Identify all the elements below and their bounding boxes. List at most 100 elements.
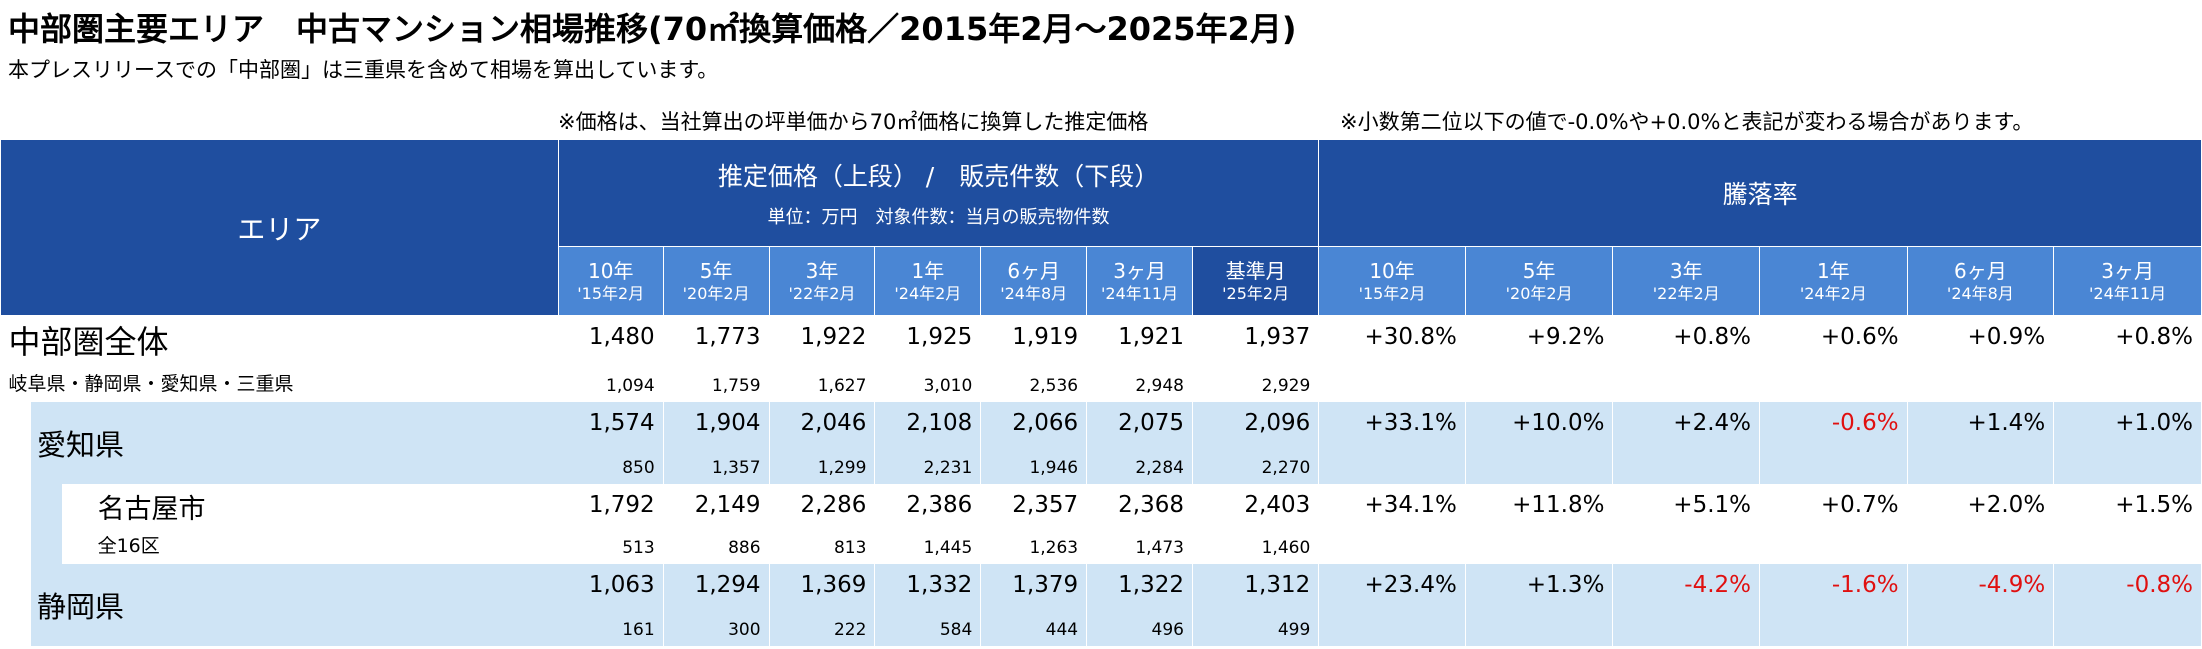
price-col-header: 3年 '22年2月 [768, 246, 876, 316]
area-header: エリア [0, 139, 559, 316]
change-cell: +9.2% [1465, 315, 1614, 402]
price-group-title: 推定価格（上段） / 販売件数（下段） [717, 162, 1160, 191]
change-cell: +1.5% [2053, 483, 2202, 564]
count-cell: 2,231 [874, 443, 982, 484]
area-name: 中部圏全体 [8, 322, 169, 361]
count-cell: 2,270 [1192, 443, 1320, 484]
change-cell: +1.3% [1465, 563, 1614, 646]
page-title: 中部圏主要エリア 中古マンション相場推移(70㎡換算価格／2015年2月～202… [8, 10, 1297, 48]
price-cell: 1,332 [874, 563, 982, 606]
change-col-header: 1年 '24年2月 [1759, 246, 1908, 316]
price-note: ※価格は、当社算出の坪単価から70㎡価格に換算した推定価格 [558, 110, 1149, 134]
count-cell: 1,094 [558, 362, 664, 402]
count-cell: 444 [980, 605, 1088, 646]
count-cell: 1,263 [980, 525, 1088, 564]
count-cell: 513 [558, 525, 664, 564]
base-month-header: 基準月 '25年2月 [1191, 246, 1320, 316]
price-cell: 1,480 [558, 315, 664, 363]
change-cell: -0.6% [1759, 401, 1908, 484]
price-cell: 2,046 [769, 401, 876, 444]
change-cell: +30.8% [1318, 315, 1466, 402]
price-cell: 1,792 [558, 483, 664, 526]
count-cell: 886 [663, 525, 770, 564]
area-name: 愛知県 [37, 427, 125, 462]
column-header-row: 10年 '15年2月 5年 '20年2月 3年 '22年2月 1年 '24年2月 6ヶ月… [1, 246, 2202, 316]
indent-stripe [31, 483, 62, 564]
price-cell: 1,574 [558, 401, 664, 444]
count-cell: 2,536 [980, 362, 1088, 402]
change-cell: -0.8% [2053, 563, 2202, 646]
price-unit-note: 単位：万円 対象件数：当月の販売物件数 [767, 207, 1110, 228]
change-col-header: 3年 '22年2月 [1612, 246, 1761, 316]
change-cell: +0.8% [1612, 315, 1761, 402]
count-cell: 1,460 [1192, 525, 1320, 564]
change-cell: +2.4% [1612, 401, 1761, 484]
count-cell: 222 [769, 605, 876, 646]
count-cell: 850 [558, 443, 664, 484]
count-cell: 3,010 [874, 362, 982, 402]
price-cell: 1,369 [769, 563, 876, 606]
market-table: エリア 推定価格（上段） / 販売件数（下段） 単位：万円 対象件数：当月の販売… [0, 139, 2202, 646]
count-cell: 1,759 [663, 362, 770, 402]
price-cell: 2,149 [663, 483, 770, 526]
change-col-header: 10年 '15年2月 [1318, 246, 1466, 316]
change-cell: +0.8% [2053, 315, 2202, 402]
change-col-header: 3ヶ月 '24年11月 [2053, 246, 2202, 316]
area-name: 名古屋市 [97, 493, 206, 525]
price-cell: 1,063 [558, 563, 664, 606]
change-cell: +23.4% [1318, 563, 1466, 646]
count-cell: 161 [558, 605, 664, 646]
price-col-header: 3ヶ月 '24年11月 [1086, 246, 1193, 316]
count-cell: 1,445 [874, 525, 982, 564]
price-cell: 1,904 [663, 401, 770, 444]
change-col-header: 5年 '20年2月 [1464, 246, 1614, 316]
price-cell: 1,322 [1086, 563, 1193, 606]
price-cell: 2,386 [874, 483, 982, 526]
table-row: 静岡県 1,063 1,294 1,369 1,332 1,379 1,322 … [0, 563, 2202, 646]
price-cell: 1,312 [1192, 563, 1320, 606]
change-cell: +0.7% [1759, 483, 1908, 564]
count-cell: 2,948 [1086, 362, 1193, 402]
change-cell: +1.4% [1907, 401, 2055, 484]
rounding-note: ※小数第二位以下の値で-0.0%や+0.0%と表記が変わる場合があります。 [1340, 110, 2034, 134]
change-cell: +34.1% [1318, 483, 1466, 564]
price-group-header: 推定価格（上段） / 販売件数（下段） 単位：万円 対象件数：当月の販売物件数 [557, 139, 1320, 247]
area-name: 静岡県 [37, 589, 125, 624]
change-cell: -4.9% [1907, 563, 2055, 646]
change-cell: -4.2% [1612, 563, 1761, 646]
area-subtitle: 岐阜県・静岡県・愛知県・三重県 [8, 372, 294, 395]
table-row: 中部圏全体 1,480 1,773 1,922 1,925 1,919 1,92… [0, 315, 2202, 402]
area-subtitle: 全16区 [97, 535, 160, 557]
count-cell: 2,284 [1086, 443, 1193, 484]
change-cell: -1.6% [1759, 563, 1908, 646]
count-cell: 2,929 [1192, 362, 1320, 402]
indent-spacer [0, 401, 32, 646]
price-col-header: 6ヶ月 '24年8月 [980, 246, 1088, 316]
change-cell: +0.9% [1907, 315, 2055, 402]
price-cell: 1,294 [663, 563, 770, 606]
count-cell: 1,357 [663, 443, 770, 484]
price-cell: 2,368 [1086, 483, 1193, 526]
change-group-header: 騰落率 [1318, 139, 2202, 247]
price-cell: 2,403 [1192, 483, 1320, 526]
price-col-header: 10年 '15年2月 [557, 246, 664, 316]
page-subtitle: 本プレスリリースでの「中部圏」は三重県を含めて相場を算出しています。 [8, 58, 719, 82]
count-cell: 300 [663, 605, 770, 646]
price-cell: 2,108 [874, 401, 982, 444]
price-cell: 1,921 [1086, 315, 1193, 363]
price-cell: 1,937 [1192, 315, 1320, 363]
count-cell: 499 [1192, 605, 1320, 646]
price-cell: 1,919 [980, 315, 1088, 363]
count-cell: 1,627 [769, 362, 876, 402]
price-cell: 1,379 [980, 563, 1088, 606]
count-cell: 1,299 [769, 443, 876, 484]
change-cell: +5.1% [1612, 483, 1761, 564]
count-cell: 496 [1086, 605, 1193, 646]
count-cell: 1,946 [980, 443, 1088, 484]
change-cell: +2.0% [1907, 483, 2055, 564]
price-col-header: 5年 '20年2月 [662, 246, 770, 316]
table-row: 愛知県 1,574 1,904 2,046 2,108 2,066 2,075 … [0, 401, 2202, 646]
count-cell: 813 [769, 525, 876, 564]
change-cell: +11.8% [1465, 483, 1614, 564]
price-cell: 2,075 [1086, 401, 1193, 444]
